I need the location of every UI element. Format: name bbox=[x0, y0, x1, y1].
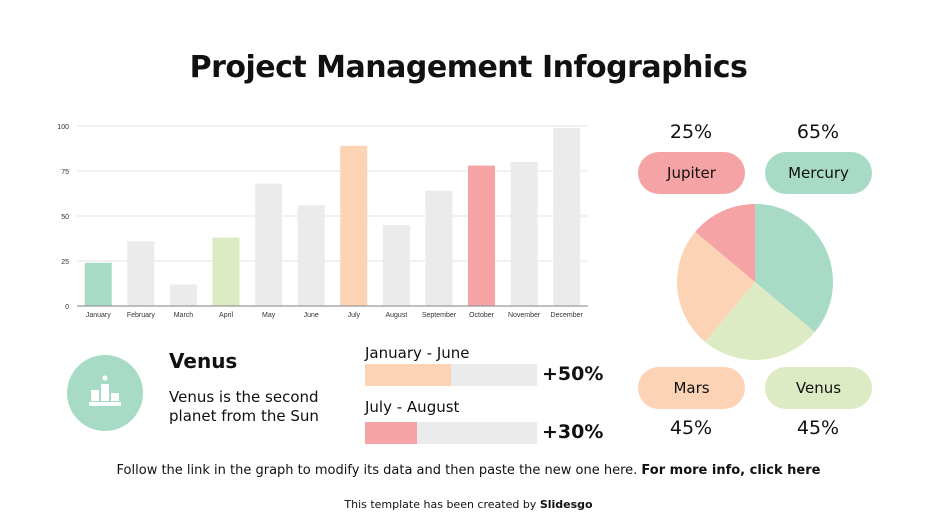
footer-bold: For more info, bbox=[641, 463, 750, 478]
bar-march[interactable] bbox=[169, 284, 197, 306]
bar-september[interactable] bbox=[425, 190, 453, 306]
bar-may[interactable] bbox=[255, 183, 283, 306]
y-tick-label: 25 bbox=[61, 259, 69, 266]
credit: This template has been created by Slides… bbox=[0, 498, 937, 511]
mercury-pill: Mercury bbox=[765, 152, 872, 194]
y-tick-label: 50 bbox=[61, 214, 69, 221]
mars-pill: Mars bbox=[638, 367, 745, 409]
bar-december[interactable] bbox=[553, 127, 581, 306]
mars-percent: 45% bbox=[669, 417, 713, 439]
progress-bar bbox=[365, 364, 537, 386]
pie-slice-venus[interactable] bbox=[704, 282, 815, 360]
x-tick-label: December bbox=[551, 312, 584, 319]
x-tick-label: August bbox=[385, 312, 407, 319]
x-tick-label: January bbox=[86, 312, 111, 319]
venus-pill: Venus bbox=[765, 367, 872, 409]
x-tick-label: September bbox=[422, 312, 457, 319]
progress-fill bbox=[365, 364, 451, 386]
jupiter-percent: 25% bbox=[669, 121, 713, 143]
progress-label: January - June bbox=[365, 344, 470, 362]
footer-note: Follow the link in the graph to modify i… bbox=[0, 463, 937, 478]
progress-delta: +50% bbox=[542, 363, 604, 385]
x-tick-label: February bbox=[127, 312, 156, 319]
venus-heading: Venus bbox=[169, 349, 238, 373]
y-tick-label: 100 bbox=[57, 124, 69, 131]
progress-delta: +30% bbox=[542, 421, 604, 443]
bar-august[interactable] bbox=[382, 225, 410, 306]
bar-january[interactable] bbox=[84, 262, 112, 306]
bar-october[interactable] bbox=[468, 165, 496, 306]
x-tick-label: March bbox=[174, 312, 194, 319]
more-info-link[interactable]: click here bbox=[749, 463, 821, 478]
pie-slice-mars[interactable] bbox=[677, 231, 755, 342]
podium-icon bbox=[89, 375, 121, 406]
x-tick-label: July bbox=[348, 312, 361, 319]
pie-chart[interactable] bbox=[670, 197, 840, 367]
slidesgo-link[interactable]: Slidesgo bbox=[539, 498, 593, 511]
x-tick-label: June bbox=[304, 312, 319, 319]
credit-text: This template has been created by bbox=[344, 498, 540, 511]
x-tick-label: May bbox=[262, 312, 276, 319]
bar-february[interactable] bbox=[127, 241, 155, 306]
pie-slice-mercury[interactable] bbox=[755, 204, 833, 333]
x-tick-label: November bbox=[508, 312, 541, 319]
bar-november[interactable] bbox=[510, 162, 538, 306]
progress-fill bbox=[365, 422, 417, 444]
x-tick-label: April bbox=[219, 312, 233, 319]
x-tick-label: October bbox=[469, 312, 495, 319]
bar-april[interactable] bbox=[212, 237, 240, 306]
progress-label: July - August bbox=[365, 398, 460, 416]
y-tick-label: 0 bbox=[65, 304, 69, 311]
venus-percent: 45% bbox=[796, 417, 840, 439]
y-tick-label: 75 bbox=[61, 169, 69, 176]
mercury-percent: 65% bbox=[796, 121, 840, 143]
progress-bar bbox=[365, 422, 537, 444]
bar-chart[interactable]: 0 25 50 75 100 January February March April May Ju… bbox=[0, 110, 610, 330]
footer-text: Follow the link in the graph to modify i… bbox=[116, 463, 642, 478]
page-title: Project Management Infographics bbox=[189, 50, 748, 85]
pie-slice-jupiter[interactable] bbox=[695, 204, 755, 282]
jupiter-pill: Jupiter bbox=[638, 152, 745, 194]
bar-june[interactable] bbox=[297, 205, 325, 306]
venus-icon-circle bbox=[67, 355, 143, 431]
venus-description: Venus is the second planet from the Sun bbox=[169, 388, 319, 425]
bar-july[interactable] bbox=[340, 145, 368, 306]
